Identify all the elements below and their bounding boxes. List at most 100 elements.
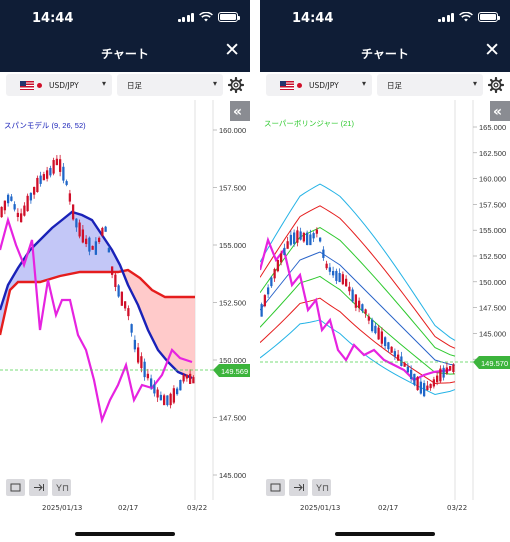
japan-flag-icon: [37, 82, 42, 88]
candle-body: [188, 373, 192, 384]
price-tag: [213, 364, 250, 377]
candle-body: [55, 158, 59, 166]
header: 14:44 チャート ✕: [260, 0, 510, 72]
y-tick-label: 145.000: [479, 329, 506, 338]
candle-body: [354, 294, 358, 308]
candle-body: [94, 241, 98, 255]
candle-body: [162, 395, 166, 406]
candle-body: [32, 186, 36, 195]
timeframe-select[interactable]: 日足 ▾: [117, 74, 223, 96]
y-tick-label: 165.000: [479, 123, 506, 132]
candle-body: [367, 316, 371, 321]
candle-body: [435, 375, 439, 383]
price-chart[interactable]: 165.000 162.500 160.000 157.500 155.000 152.5…: [260, 100, 510, 500]
candle-body: [279, 253, 283, 263]
candle-body: [432, 379, 436, 387]
y-tick-label: 160.000: [479, 175, 506, 184]
candle-body: [406, 366, 410, 373]
status-icons: [177, 12, 240, 22]
y-tick-label: 155.000: [219, 241, 246, 250]
candle-body: [81, 229, 85, 243]
candle-body: [409, 369, 413, 380]
candle-body: [305, 232, 309, 245]
candle-body: [182, 374, 185, 382]
close-icon[interactable]: ✕: [224, 39, 240, 61]
candle-body: [448, 366, 452, 371]
chart-toolbar: Y⊓: [266, 479, 331, 496]
candle-body: [266, 287, 270, 295]
candle-body: [39, 175, 42, 184]
chevron-double-left-icon: «: [493, 104, 502, 120]
y-axis-lock-button[interactable]: [52, 479, 71, 496]
candle-body: [88, 237, 91, 252]
candle-body: [296, 230, 299, 243]
candle-body: [270, 277, 273, 287]
candle-body: [127, 308, 130, 317]
candle-body: [348, 286, 351, 292]
candles: [260, 226, 455, 398]
candle-body: [273, 269, 276, 279]
candle-body: [175, 388, 179, 395]
date-label: 03/22: [447, 504, 468, 512]
collapse-button[interactable]: [490, 101, 510, 121]
chikou-line: [260, 236, 451, 382]
timeframe-select[interactable]: 日足 ▾: [377, 74, 483, 96]
band-minus3: [260, 319, 456, 395]
candle-body: [130, 324, 133, 333]
candle-body: [429, 383, 432, 389]
japan-flag-icon: [297, 82, 302, 88]
candle-body: [351, 289, 354, 302]
candle-body: [185, 374, 189, 379]
candle-body: [29, 192, 33, 201]
fit-screen-button[interactable]: [6, 479, 25, 496]
fit-screen-button[interactable]: [266, 479, 285, 496]
signal-icon: [437, 12, 454, 22]
candle-body: [107, 247, 111, 253]
pair-select[interactable]: USD/JPY ▾: [6, 74, 112, 96]
y-tick-label: 147.500: [219, 414, 246, 423]
price-tag-value: 149.570: [481, 359, 508, 368]
candle-body: [283, 247, 286, 256]
candle-body: [263, 295, 267, 307]
us-flag-icon: [280, 80, 294, 90]
candle-body: [78, 222, 81, 237]
candle-body: [120, 291, 124, 306]
candle-body: [49, 167, 52, 176]
candle-body: [426, 385, 429, 391]
candle-body: [136, 347, 140, 363]
pair-select[interactable]: USD/JPY ▾: [266, 74, 372, 96]
candle-body: [13, 204, 16, 210]
bollinger-bands: [260, 183, 456, 395]
candle-body: [400, 356, 403, 366]
candle-body: [318, 237, 322, 242]
y-tick-label: 150.000: [219, 356, 246, 365]
gear-icon[interactable]: [228, 77, 244, 93]
y-axis-lock-button[interactable]: [312, 479, 331, 496]
y-axis-ticks: 160.000 157.500 155.000 152.500 150.000 147.5…: [213, 126, 246, 480]
candle-body: [413, 373, 416, 385]
price-tag: [473, 356, 510, 369]
candle-body: [309, 234, 312, 246]
chart-canvas[interactable]: 165.000 162.500 160.000 157.500 155.000 152.5…: [260, 100, 510, 500]
price-chart[interactable]: 160.000 157.500 155.000 152.500 150.000 147.5…: [0, 100, 250, 500]
candle-body: [390, 346, 393, 353]
candle-body: [377, 327, 380, 340]
date-label: 2025/01/13: [42, 504, 83, 512]
span-cloud-red: [120, 265, 195, 378]
collapse-button[interactable]: [230, 101, 250, 121]
candle-body: [159, 394, 163, 401]
candle-body: [289, 234, 293, 245]
close-icon[interactable]: ✕: [484, 39, 500, 61]
candle-body: [361, 304, 364, 312]
chart-canvas[interactable]: 160.000 157.500 155.000 152.500 150.000 147.5…: [0, 100, 250, 500]
gear-icon[interactable]: [488, 77, 504, 93]
chevron-down-icon: ▾: [101, 79, 106, 88]
jump-latest-icon: [34, 484, 44, 491]
chevron-down-icon: ▾: [212, 79, 217, 88]
candle-body: [439, 368, 442, 382]
candle-body: [149, 378, 153, 387]
price-tag-value: 149.569: [221, 367, 248, 376]
battery-icon: [478, 12, 500, 22]
right-screen: 14:44 チャート ✕ USD/JPY ▾ 日足 ▾ 165.000 162.5…: [260, 0, 510, 542]
date-label: 2025/01/13: [300, 504, 341, 512]
